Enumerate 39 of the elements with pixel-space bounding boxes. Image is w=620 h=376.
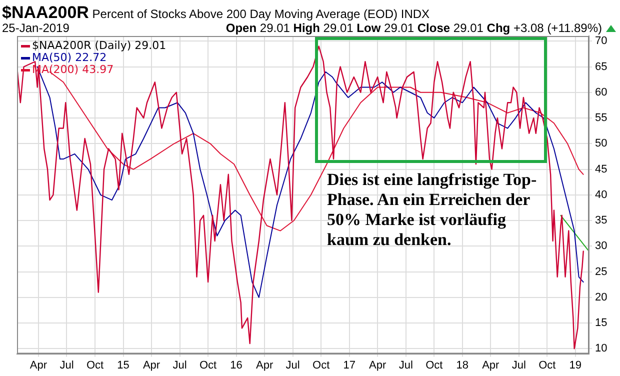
x-tick-label: 18 [456, 359, 469, 372]
x-tick-label: Oct [312, 359, 330, 372]
x-tick-label: Oct [426, 359, 443, 372]
y-tick-label: 20 [595, 291, 608, 304]
y-tick-label: 15 [595, 317, 608, 330]
y-tick-label: 50 [595, 138, 608, 150]
x-tick-label: Oct [538, 359, 556, 372]
x-tick-label: Apr [369, 359, 386, 372]
x-tick-label: 19 [569, 359, 582, 372]
y-tick-label: 40 [595, 188, 608, 201]
x-tick-label: 16 [230, 359, 242, 372]
text: Open 29.01 High 29.01 Low 29.01 Close 29.01 Chg +3.08 (+11.89%) [226, 21, 602, 35]
x-tick-label: Apr [482, 359, 500, 372]
y-tick-label: 10 [595, 342, 608, 355]
x-tick-label: Oct [86, 359, 104, 372]
x-tick-label: Apr [256, 359, 274, 372]
y-tick-label: 45 [595, 163, 608, 176]
annotation: Dies ist eine langfristige Top-Phase. An ein Erreichen der 50% Marke ist vorläufig kaum zu denken. [327, 170, 538, 250]
y-tick-label: 35 [595, 214, 608, 227]
x-tick-label: Jul [398, 359, 413, 372]
chart-title: $NAA200R Percent of Stocks Above 200 Day Moving Average (EOD) INDX [2, 3, 430, 22]
y-tick-label: 25 [595, 266, 608, 278]
y-tick-label: 65 [595, 60, 608, 73]
x-tick-label: Jul [60, 359, 74, 372]
x-tick-label: Jul [286, 359, 300, 372]
legend-label: $NAA200R (Daily) 29.01 [32, 38, 166, 52]
x-tick-label: Oct [199, 359, 217, 372]
x-tick-label: 15 [117, 359, 130, 372]
x-tick-label: Jul [172, 359, 187, 372]
x-tick-label: Apr [142, 359, 160, 372]
y-tick-label: 30 [595, 240, 608, 252]
x-tick-label: Jul [512, 359, 526, 372]
x-tick-label: 17 [343, 359, 356, 372]
legend-label: MA(50) 22.72 [32, 50, 107, 64]
y-tick-label: 60 [595, 86, 608, 98]
y-tick-label: 55 [595, 112, 608, 124]
x-tick-label: Apr [30, 359, 48, 372]
y-tick-label: 70 [595, 35, 608, 48]
chart-subtitle: 25-Jan-2019 [2, 21, 70, 35]
